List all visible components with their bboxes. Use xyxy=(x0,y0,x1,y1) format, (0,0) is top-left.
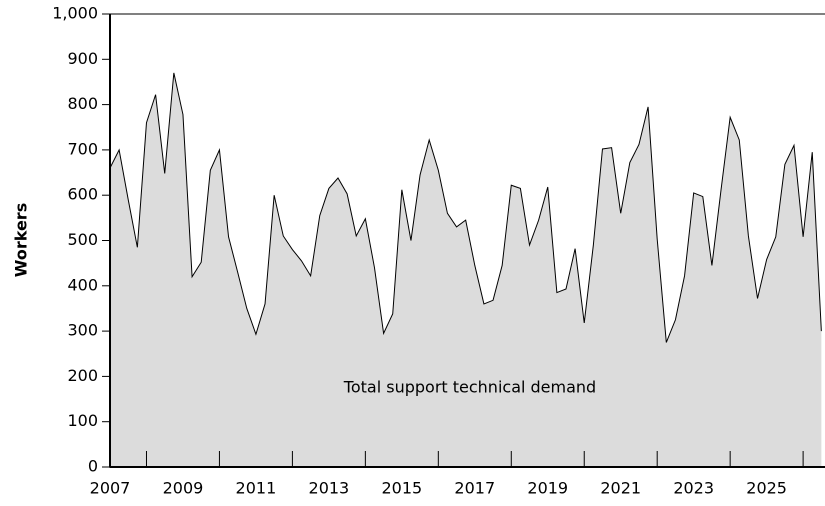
x-tick-label: 2015 xyxy=(381,479,422,498)
y-tick-label: 100 xyxy=(67,411,98,430)
y-tick-label: 300 xyxy=(67,321,98,340)
y-axis-label: Workers xyxy=(12,203,31,277)
y-tick-label: 500 xyxy=(67,230,98,249)
area-line xyxy=(109,72,822,343)
x-tick-label: 2009 xyxy=(163,479,204,498)
y-tick-label: 900 xyxy=(67,49,98,68)
y-tick-label: 700 xyxy=(67,139,98,158)
x-tick-label: 2011 xyxy=(236,479,277,498)
x-tick-label: 2013 xyxy=(309,479,350,498)
x-tick-label: 2017 xyxy=(454,479,495,498)
y-tick-label: 200 xyxy=(67,366,98,385)
y-tick-label: 0 xyxy=(88,457,98,476)
y-tick-label: 600 xyxy=(67,185,98,204)
x-tick-label: 2021 xyxy=(600,479,641,498)
x-tick-label: 2025 xyxy=(746,479,787,498)
area-fill xyxy=(110,72,822,467)
x-tick-label: 2019 xyxy=(527,479,568,498)
x-tick-label: 2007 xyxy=(90,479,131,498)
y-tick-label: 400 xyxy=(67,275,98,294)
annotation: Total support technical demand xyxy=(343,378,596,397)
y-tick-label: 800 xyxy=(67,94,98,113)
y-tick-label: 1,000 xyxy=(52,4,98,23)
x-tick-label: 2023 xyxy=(673,479,714,498)
